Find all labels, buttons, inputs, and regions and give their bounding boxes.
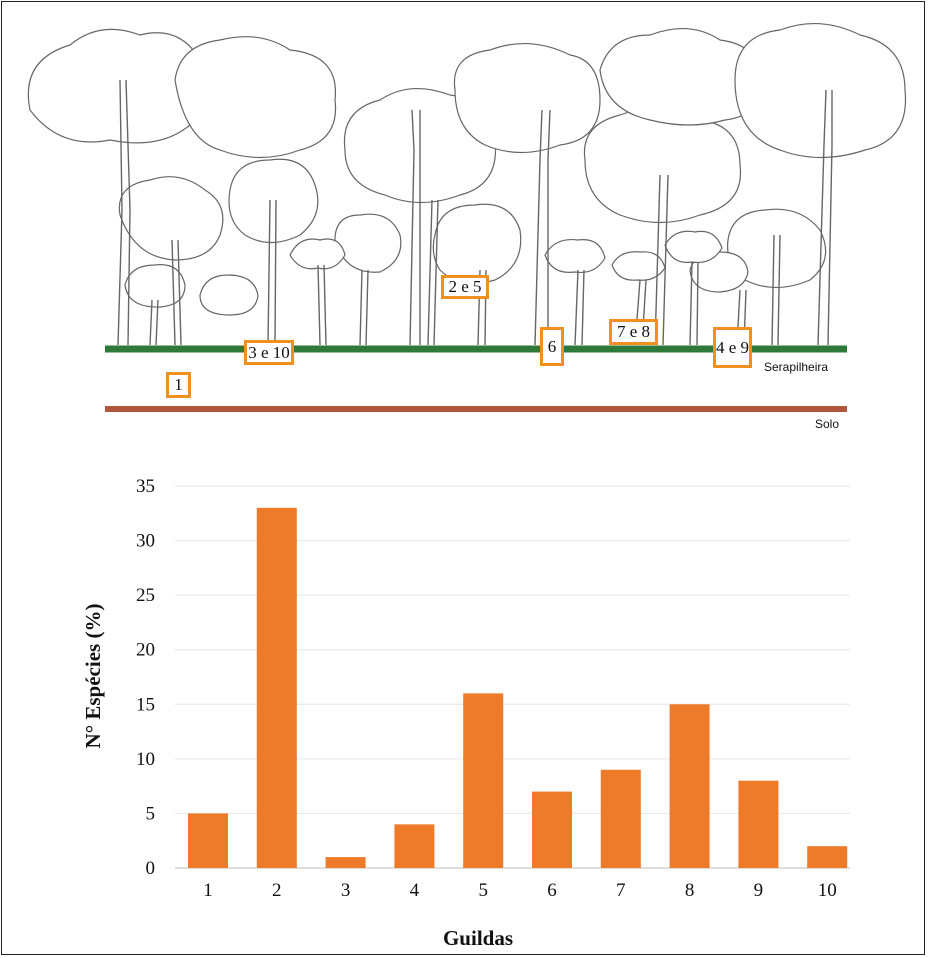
bar (256, 507, 297, 868)
y-tick-label: 20 (136, 640, 155, 661)
tree-canopies (27, 23, 907, 316)
y-tick-label: 30 (136, 531, 155, 552)
forest-stratification-diagram (27, 23, 907, 412)
x-tick-label: 4 (410, 880, 420, 901)
x-tick-label: 6 (547, 880, 557, 901)
y-axis-title: N° Espécies (%) (81, 604, 105, 749)
bar (188, 813, 228, 868)
zone-box-6: 6 (540, 327, 564, 366)
zone-box-7-e-8: 7 e 8 (609, 319, 658, 345)
y-tick-label: 15 (136, 694, 155, 715)
x-tick-label: 7 (616, 880, 626, 901)
bars (188, 507, 848, 868)
zone-box-4-e-9: 4 e 9 (713, 327, 752, 368)
y-tick-label: 35 (136, 476, 155, 497)
y-tick-labels: 0 5 10 15 20 25 30 35 (136, 476, 155, 879)
x-tick-label: 2 (272, 880, 282, 901)
y-tick-label: 0 (146, 858, 156, 879)
y-tick-label: 10 (136, 749, 155, 770)
bar (394, 824, 435, 868)
tree-trunks (117, 79, 833, 346)
bar (669, 704, 710, 868)
zone-box-2-e-5: 2 e 5 (441, 275, 489, 299)
bar (325, 857, 366, 868)
bar (600, 769, 641, 868)
x-axis-title: Guildas (443, 926, 513, 950)
zone-box-3-e-10: 3 e 10 (244, 340, 294, 365)
bar (463, 693, 504, 868)
x-tick-label: 3 (341, 880, 351, 901)
x-tick-labels: 1 2 3 4 5 6 7 8 9 10 (203, 880, 836, 901)
bar (738, 780, 779, 868)
bar (532, 791, 572, 868)
x-tick-label: 1 (203, 880, 213, 901)
soil-label: Solo (815, 417, 840, 431)
x-tick-label: 8 (685, 880, 695, 901)
y-tick-label: 5 (146, 803, 156, 824)
x-tick-label: 5 (478, 880, 488, 901)
y-tick-label: 25 (136, 585, 155, 606)
x-tick-label: 9 (754, 880, 764, 901)
bar (807, 846, 848, 868)
zone-box-1: 1 (166, 372, 191, 398)
x-tick-label: 10 (818, 880, 837, 901)
litter-label: Serapilheira (764, 360, 829, 374)
